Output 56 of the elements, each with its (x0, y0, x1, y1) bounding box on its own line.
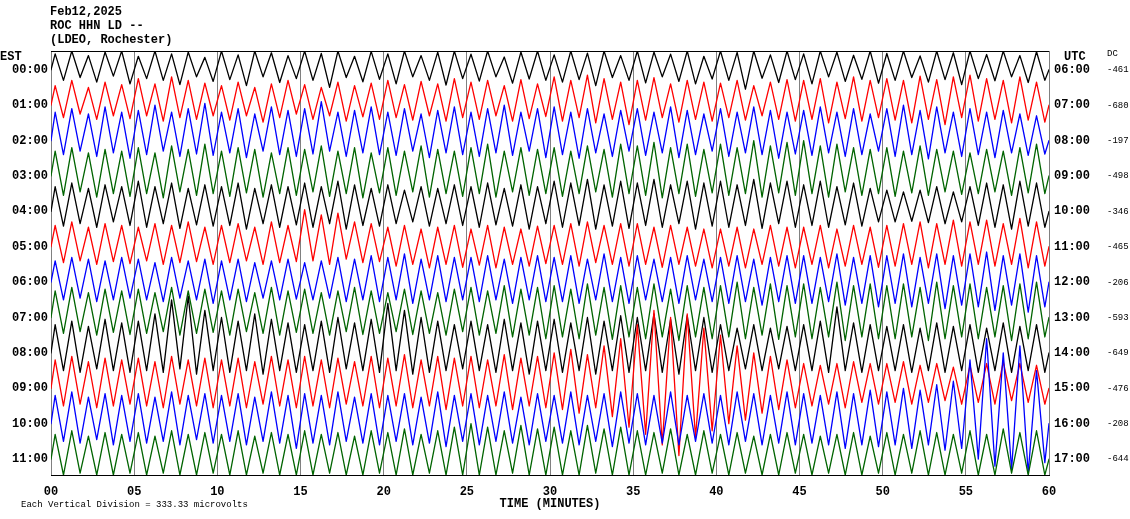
y2-tick-label: 10:00 (1054, 204, 1091, 219)
text: -197 (1107, 135, 1129, 146)
y-axis-title: EST (0, 50, 22, 65)
text: -680 (1107, 100, 1129, 111)
y2-tick-label: 09:00 (1054, 168, 1091, 183)
y3-axis-title: DC (1107, 49, 1119, 60)
y2-tick-label: 11:00 (1054, 239, 1091, 254)
y2-tick-label: 07:00 (1054, 98, 1091, 113)
x-tick-label: 55 (958, 485, 974, 500)
x-tick-label: 20 (376, 485, 391, 500)
x-tick-label: 40 (709, 485, 724, 500)
y2-tick-label: 15:00 (1054, 381, 1091, 396)
text: -465 (1107, 242, 1129, 253)
text: (LDEO, Rochester) (50, 33, 173, 48)
text: -593 (1107, 312, 1129, 323)
chart-title: Feb12,2025 (50, 5, 123, 20)
text: -346 (1107, 206, 1129, 217)
y-tick-label: 08:00 (11, 345, 48, 360)
x-tick-label: 45 (792, 485, 807, 500)
y-tick-label: 06:00 (11, 275, 48, 290)
y2-tick-label: 12:00 (1054, 275, 1091, 290)
text: -649 (1107, 348, 1129, 359)
y-tick-label: 11:00 (11, 452, 48, 467)
y-tick-label: 01:00 (11, 98, 48, 113)
text: -206 (1107, 277, 1129, 288)
x-tick-label: 05 (126, 485, 142, 500)
y2-tick-label: 16:00 (1054, 416, 1091, 431)
y2-tick-label: 17:00 (1054, 452, 1091, 467)
x-tick-label: 60 (1041, 485, 1057, 500)
chart-subtitle: ROC HHN LD -- (50, 19, 144, 34)
y2-tick-label: 14:00 (1054, 345, 1091, 360)
x-tick-label: 50 (875, 485, 890, 500)
x-axis-title: TIME (MINUTES) (499, 497, 601, 512)
x-tick-label: 35 (625, 485, 641, 500)
x-tick-label: 25 (459, 485, 475, 500)
y-tick-label: 10:00 (11, 416, 48, 431)
text: -644 (1107, 454, 1129, 465)
y-tick-label: 03:00 (11, 168, 48, 183)
y2-tick-label: 13:00 (1054, 310, 1091, 325)
y-tick-label: 07:00 (11, 310, 48, 325)
text: -208 (1107, 419, 1129, 430)
y2-tick-label: 06:00 (1054, 62, 1091, 77)
text: -461 (1107, 65, 1129, 76)
y-tick-label: 05:00 (11, 239, 48, 254)
y-tick-label: 00:00 (11, 62, 48, 77)
text: -476 (1107, 383, 1129, 394)
y-tick-label: 04:00 (11, 204, 48, 219)
y-tick-label: 09:00 (11, 381, 48, 396)
x-tick-label: 15 (293, 485, 308, 500)
text: Each Vertical Division = 333.33 microvolts (21, 500, 248, 511)
y2-axis-title: UTC (1064, 50, 1086, 65)
text: -498 (1107, 171, 1129, 182)
x-tick-label: 00 (43, 485, 59, 500)
y-tick-label: 02:00 (11, 133, 48, 148)
x-tick-label: 10 (210, 485, 225, 500)
y2-tick-label: 08:00 (1054, 133, 1091, 148)
